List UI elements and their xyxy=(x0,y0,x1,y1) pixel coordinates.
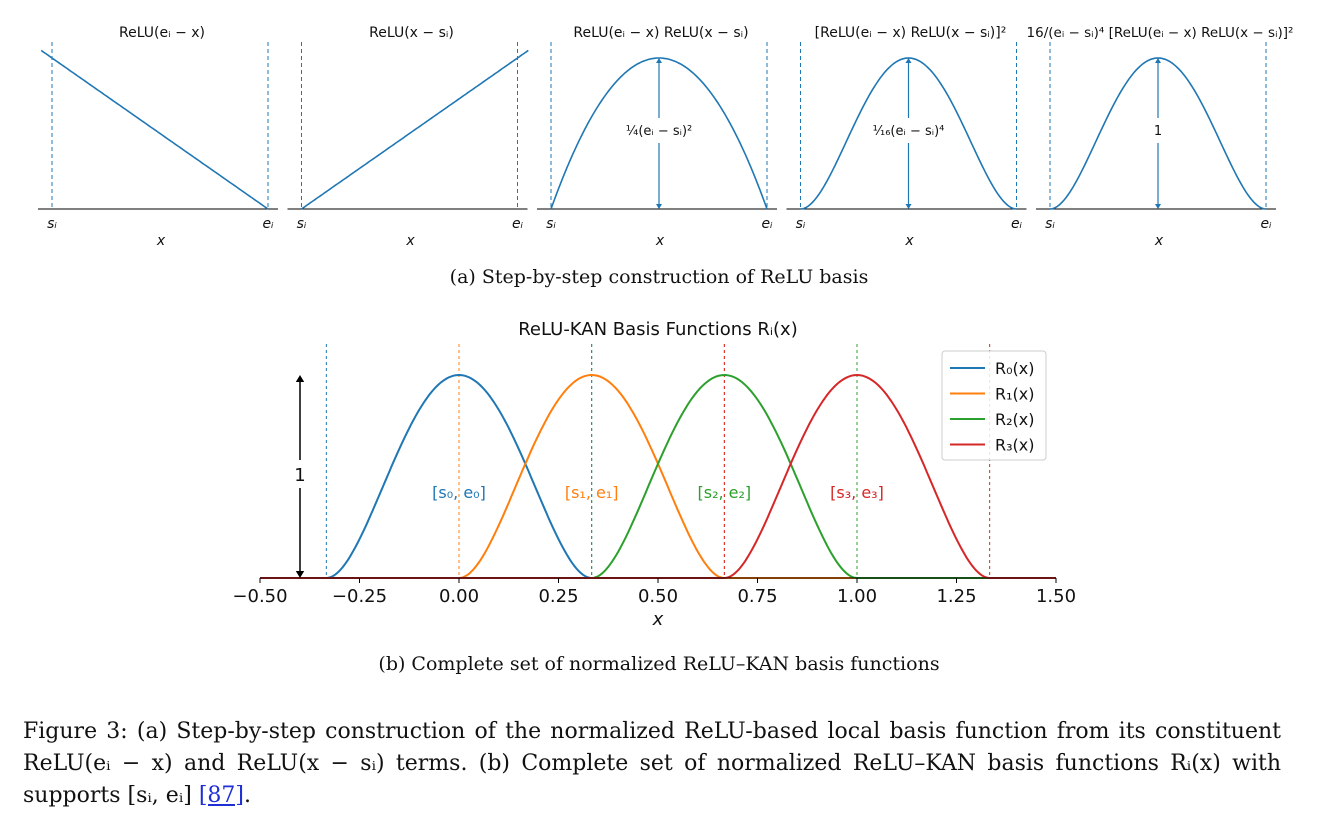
tick-label-s: sᵢ xyxy=(796,216,806,232)
x-tick-label-4: 0.50 xyxy=(638,586,678,607)
x-axis-label: x xyxy=(652,609,664,630)
subplot-title: ReLU(x − sᵢ) xyxy=(369,25,454,41)
figure-label: Figure 3: xyxy=(23,719,128,744)
subplot-1: ReLU(eᵢ − x) sᵢ eᵢ x xyxy=(38,25,278,249)
subplot-title: ReLU(eᵢ − x) xyxy=(119,25,205,41)
subplot-4: [ReLU(eᵢ − x) ReLU(x − sᵢ)]² sᵢ eᵢ x ¹⁄₁₆(eᵢ… xyxy=(786,25,1027,249)
caption-b: (b) Complete set of normalized ReLU–KAN … xyxy=(378,653,940,675)
legend-label-3: R₃(x) xyxy=(995,436,1034,455)
interval-label-2: [s₂, e₂] xyxy=(697,483,751,502)
interval-label-3: [s₃, e₃] xyxy=(830,483,884,502)
height-arrow-head-down xyxy=(295,571,305,578)
x-tick-label-2: 0.00 xyxy=(439,586,479,607)
interval-label-1: [s₁, e₁] xyxy=(565,483,619,502)
height-annotation: ¹⁄₁₆(eᵢ − sᵢ)⁴ xyxy=(873,124,945,139)
x-tick-label-0: −0.50 xyxy=(232,586,287,607)
subplot-title: 16/(eᵢ − sᵢ)⁴ [ReLU(eᵢ − x) ReLU(x − sᵢ)… xyxy=(1027,25,1294,41)
figure-caption: Figure 3: (a) Step-by-step construction … xyxy=(23,716,1281,812)
height-annotation: 1 xyxy=(1154,124,1162,139)
legend-label-2: R₂(x) xyxy=(995,410,1034,429)
tick-label-e: eᵢ xyxy=(262,216,274,232)
tick-label-s: sᵢ xyxy=(47,216,57,232)
x-tick-label-6: 1.00 xyxy=(837,586,877,607)
tick-label-s: sᵢ xyxy=(1045,216,1055,232)
height-annotation: ¼(eᵢ − sᵢ)² xyxy=(626,124,693,139)
series-curve-2 xyxy=(260,374,1056,579)
subplot-title: [ReLU(eᵢ − x) ReLU(x − sᵢ)]² xyxy=(815,25,1007,41)
legend-label-0: R₀(x) xyxy=(995,359,1034,378)
legend: R₀(x) R₁(x) R₂(x) R₃(x) xyxy=(941,350,1047,461)
series-curve-1 xyxy=(260,374,1056,579)
x-tick-label-5: 0.75 xyxy=(737,586,777,607)
arrow-head-down xyxy=(1155,204,1161,209)
basis-curve xyxy=(301,49,529,210)
tick-label-e: eᵢ xyxy=(1260,216,1272,232)
x-axis-label: x xyxy=(405,233,415,249)
subplot-5: 16/(eᵢ − sᵢ)⁴ [ReLU(eᵢ − x) ReLU(x − sᵢ)… xyxy=(1027,25,1294,249)
x-axis-label: x xyxy=(904,233,914,249)
caption-a: (a) Step-by-step construction of ReLU ba… xyxy=(449,266,869,288)
figure-caption-text: (a) Step-by-step construction of the nor… xyxy=(23,719,1281,808)
x-tick-label-1: −0.25 xyxy=(332,586,387,607)
x-axis-label: x xyxy=(655,233,665,249)
tick-label-e: eᵢ xyxy=(761,216,773,232)
citation-link[interactable]: [87] xyxy=(198,783,244,808)
tick-label-e: eᵢ xyxy=(1011,216,1023,232)
subplot-3: ReLU(eᵢ − x) ReLU(x − sᵢ) sᵢ eᵢ x ¼(eᵢ − sᵢ)… xyxy=(537,25,777,249)
tick-label-s: sᵢ xyxy=(546,216,556,232)
arrow-head-up xyxy=(656,58,662,63)
height-annotation: 1 xyxy=(294,465,305,486)
basis-curve xyxy=(40,49,269,210)
arrow-head-up xyxy=(1155,58,1161,63)
panel-b-chart: ReLU-KAN Basis Functions Rᵢ(x) [s₀, e₀] [s… xyxy=(232,319,1076,630)
arrow-head-up xyxy=(905,58,912,63)
legend-label-1: R₁(x) xyxy=(995,385,1034,404)
series-curve-0 xyxy=(260,373,1056,579)
arrow-head-down xyxy=(905,204,912,209)
tick-label-s: sᵢ xyxy=(297,216,307,232)
series-curve-3 xyxy=(260,373,1056,579)
x-tick-label-8: 1.50 xyxy=(1036,586,1076,607)
x-tick-label-3: 0.25 xyxy=(538,586,578,607)
subplot-title: ReLU(eᵢ − x) ReLU(x − sᵢ) xyxy=(573,25,748,41)
arrow-head-down xyxy=(656,204,662,209)
height-arrow-head-up xyxy=(295,375,305,382)
subplot-2: ReLU(x − sᵢ) sᵢ eᵢ x xyxy=(287,25,529,249)
legend-box xyxy=(941,350,1047,461)
interval-label-0: [s₀, e₀] xyxy=(432,483,486,502)
x-axis-label: x xyxy=(1154,233,1164,249)
tick-label-e: eᵢ xyxy=(512,216,524,232)
x-tick-label-7: 1.25 xyxy=(936,586,976,607)
figure-caption-end: . xyxy=(244,783,251,808)
x-axis-label: x xyxy=(156,233,166,249)
chart-title: ReLU-KAN Basis Functions Rᵢ(x) xyxy=(518,319,798,340)
